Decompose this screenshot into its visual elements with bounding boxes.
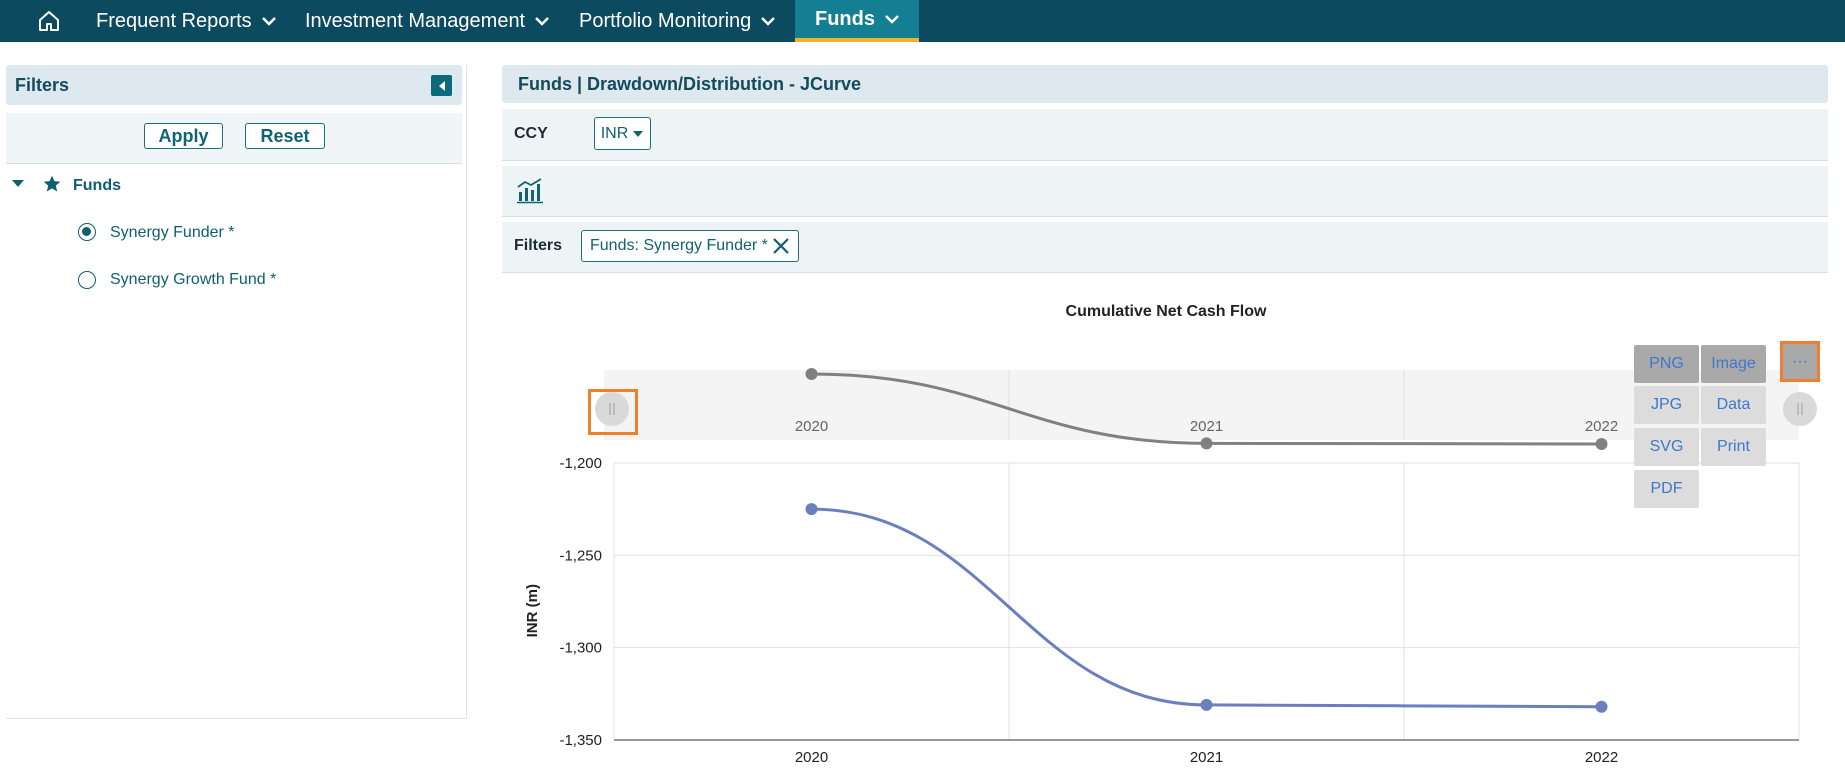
nav-frequent-reports[interactable]: Frequent Reports xyxy=(96,0,276,42)
reset-button[interactable]: Reset xyxy=(245,123,325,149)
nav-investment-management[interactable]: Investment Management xyxy=(305,0,550,42)
report-header: Funds | Drawdown/Distribution - JCurve xyxy=(502,65,1828,103)
series-line xyxy=(811,507,1602,709)
y-tick-label: -1,200 xyxy=(559,455,602,472)
chevron-down-icon xyxy=(761,17,776,26)
navigator-scrollbar[interactable]: 2020 2021 2022 xyxy=(604,368,1799,450)
active-filters-label: Filters xyxy=(514,237,563,254)
plot-background xyxy=(613,462,1800,741)
navigator-point xyxy=(805,368,818,380)
jcurve-chart: Cumulative Net Cash Flow 2020 2021 2022 -1… xyxy=(524,303,1800,766)
plot-area: -1,200 -1,250 -1,300 -1,350 2020 2021 2022 xyxy=(559,455,1800,766)
tree-funds-label: Funds xyxy=(73,177,121,194)
navigator-tick-label: 2021 xyxy=(1190,418,1223,435)
grip-icon xyxy=(1797,403,1803,415)
navigator-tick-label: 2022 xyxy=(1585,418,1618,435)
y-tick-label: -1,250 xyxy=(559,547,602,564)
y-tick-label: -1,350 xyxy=(559,732,602,749)
chart-title: Cumulative Net Cash Flow xyxy=(1066,303,1267,320)
x-tick-label: 2021 xyxy=(1190,749,1223,766)
export-print-button[interactable]: Print xyxy=(1701,428,1766,466)
navigator-background xyxy=(604,370,1799,440)
star-icon xyxy=(43,175,61,192)
currency-select[interactable]: INR xyxy=(594,117,651,150)
currency-value: INR xyxy=(600,124,629,142)
filters-title: Filters xyxy=(15,75,70,95)
caret-down-icon xyxy=(633,130,644,137)
y-tick-label: -1,300 xyxy=(559,640,602,657)
radio-synergy-growth-fund[interactable] xyxy=(78,271,96,289)
filters-panel: Filters xyxy=(6,65,467,719)
data-point xyxy=(1595,700,1608,713)
navigator-tick-label: 2020 xyxy=(795,418,828,435)
caret-left-icon xyxy=(438,80,445,91)
x-tick-label: 2020 xyxy=(795,749,828,766)
chevron-down-icon xyxy=(535,17,550,26)
data-point xyxy=(1200,698,1213,711)
collapse-panel-button[interactable] xyxy=(431,75,452,96)
chevron-down-icon xyxy=(885,15,899,24)
navigator-point xyxy=(1595,438,1608,450)
export-svg-button[interactable]: SVG xyxy=(1634,428,1699,466)
x-tick-label: 2022 xyxy=(1585,749,1618,766)
nav-portfolio-monitoring[interactable]: Portfolio Monitoring xyxy=(579,0,776,42)
nav-funds[interactable]: Funds xyxy=(795,0,919,42)
nav-item-label: Portfolio Monitoring xyxy=(579,9,752,32)
filter-actions-bar xyxy=(6,113,462,164)
export-jpg-button[interactable]: JPG xyxy=(1634,386,1699,424)
home-icon[interactable] xyxy=(28,0,70,42)
nav-item-label: Frequent Reports xyxy=(96,9,252,32)
radio-synergy-funder[interactable] xyxy=(78,223,96,241)
chart-toggle-row xyxy=(502,166,1828,217)
y-axis-label: INR (m) xyxy=(524,584,541,637)
option-synergy-growth-fund-label[interactable]: Synergy Growth Fund * xyxy=(110,271,277,288)
navigator-point xyxy=(1200,437,1213,450)
currency-row: CCY INR xyxy=(502,109,1828,161)
grip-icon xyxy=(609,403,615,415)
navigator-right-handle[interactable] xyxy=(1783,392,1817,426)
export-png-button[interactable]: PNG xyxy=(1634,345,1699,383)
data-point xyxy=(805,503,818,516)
navigator-left-handle-highlight xyxy=(588,389,638,435)
active-filters-row: Filters Funds: Synergy Funder * xyxy=(502,222,1828,273)
filters-header: Filters xyxy=(6,65,462,105)
export-pdf-button[interactable]: PDF xyxy=(1634,470,1699,508)
chart-icon[interactable] xyxy=(516,178,544,204)
top-nav: Frequent Reports Investment Management P… xyxy=(0,0,1845,42)
navigator-left-handle[interactable] xyxy=(595,392,629,426)
close-icon[interactable] xyxy=(772,237,790,255)
nav-item-label: Investment Management xyxy=(305,9,526,32)
export-data-button[interactable]: Data xyxy=(1701,386,1766,424)
filter-chip: Funds: Synergy Funder * xyxy=(581,230,799,262)
apply-button[interactable]: Apply xyxy=(144,123,223,149)
ccy-label: CCY xyxy=(514,125,548,142)
nav-item-label: Funds xyxy=(815,7,875,30)
caret-down-icon[interactable] xyxy=(10,179,26,189)
report-title: Funds | Drawdown/Distribution - JCurve xyxy=(518,74,862,94)
option-synergy-funder-label[interactable]: Synergy Funder * xyxy=(110,224,235,241)
export-menu-more-button[interactable]: ··· xyxy=(1780,341,1820,382)
export-image-button[interactable]: Image xyxy=(1701,345,1766,383)
chevron-down-icon xyxy=(261,17,276,26)
filter-chip-label: Funds: Synergy Funder * xyxy=(590,237,768,254)
